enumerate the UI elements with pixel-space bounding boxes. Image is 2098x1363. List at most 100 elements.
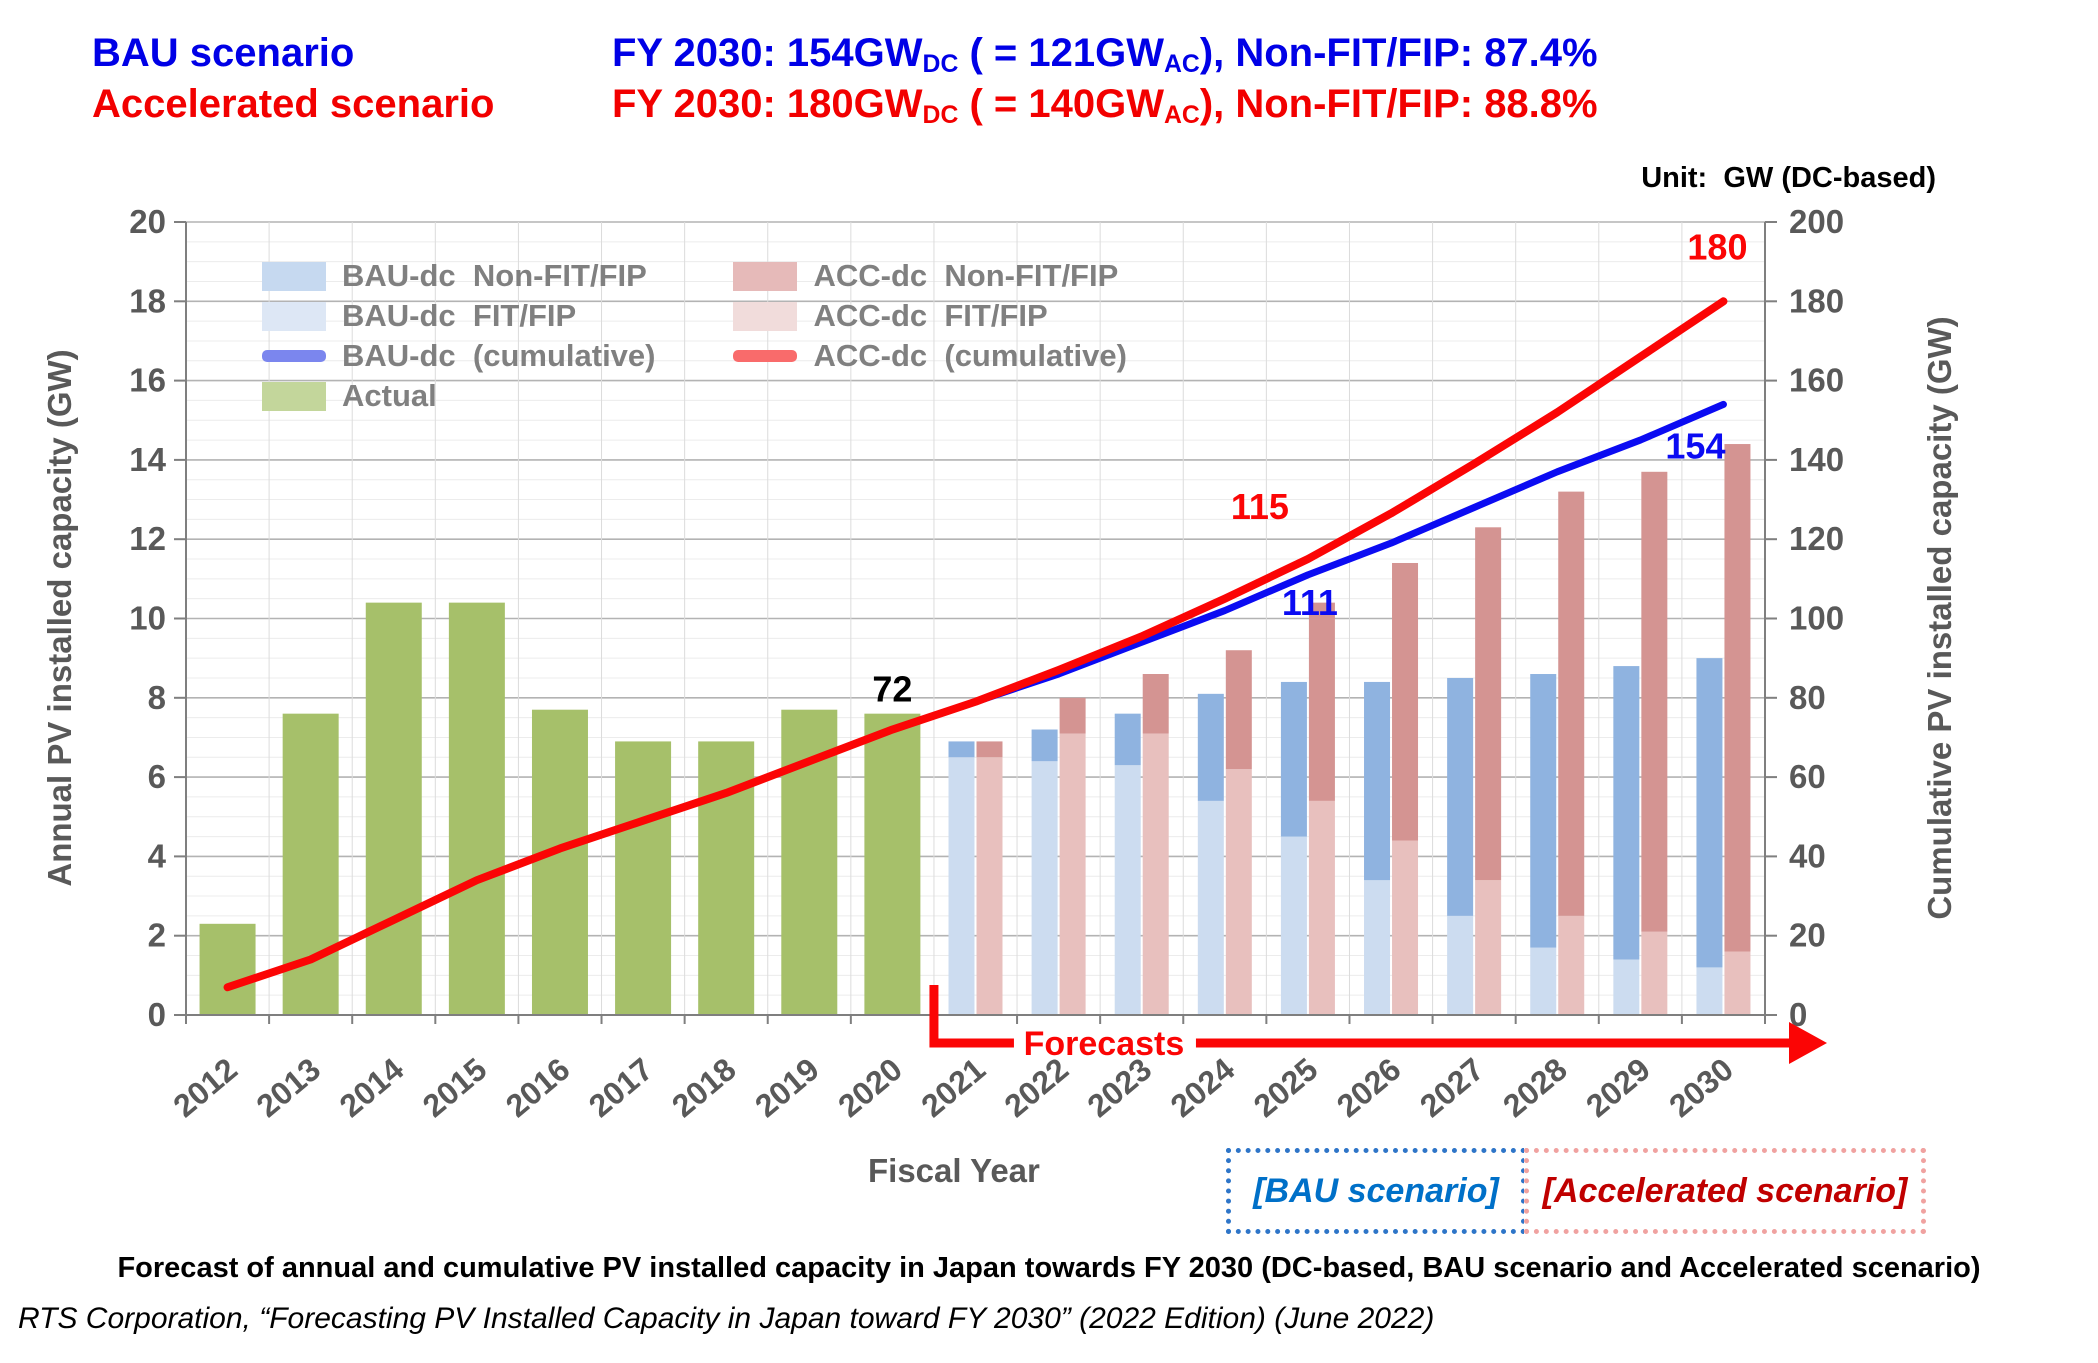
- legend-item: Actual: [262, 376, 655, 416]
- bar-acc-nonfit: [1308, 602, 1335, 801]
- bau-fy-text: FY 2030: 154GWDC ( = 121GWAC), Non-FIT/F…: [612, 31, 1598, 79]
- forecast-arrowhead: [1789, 1022, 1827, 1064]
- legend-item: BAU-dc FIT/FIP: [262, 296, 655, 336]
- right-tick-label: 140: [1789, 441, 1844, 478]
- x-year-label: 2025: [1247, 1051, 1325, 1124]
- legend-label: BAU-dc FIT/FIP: [342, 298, 577, 333]
- bar-bau-fit: [1530, 947, 1557, 1015]
- left-tick-label: 0: [148, 996, 166, 1033]
- line-acc-cumulative: [223, 297, 1728, 992]
- right-tick-label: 40: [1789, 837, 1826, 874]
- header-titles: BAU scenario FY 2030: 154GWDC ( = 121GWAC…: [92, 28, 1598, 130]
- x-year-label: 2012: [166, 1051, 244, 1124]
- forecast-bracket: [929, 985, 1014, 1048]
- annotation-115: 115: [1231, 486, 1289, 527]
- right-tick-label: 180: [1789, 282, 1844, 319]
- legend-item: BAU-dc Non-FIT/FIP: [262, 256, 655, 296]
- bar-acc-nonfit: [1225, 650, 1252, 770]
- chart-plot-area: 0246810121416182002040608010012014016018…: [129, 203, 1844, 1124]
- left-tick-label: 12: [129, 520, 166, 557]
- bar-bau-fit: [1613, 959, 1640, 1015]
- annotation-154: 154: [1665, 425, 1725, 466]
- x-year-label: 2026: [1330, 1051, 1408, 1124]
- bar-acc-fit: [1142, 733, 1169, 1015]
- right-tick-label: 160: [1789, 362, 1844, 399]
- left-tick-label: 6: [148, 758, 166, 795]
- x-year-label: 2013: [249, 1051, 327, 1124]
- x-year-label: 2015: [416, 1051, 494, 1124]
- legend-label: BAU-dc Non-FIT/FIP: [342, 258, 647, 293]
- x-year-label: 2028: [1496, 1051, 1574, 1124]
- bar-bau-nonfit: [1530, 674, 1557, 948]
- x-year-label: 2027: [1413, 1051, 1491, 1124]
- left-tick-label: 20: [129, 203, 166, 240]
- legend-item: BAU-dc (cumulative): [262, 336, 655, 376]
- bar-bau-nonfit: [1031, 729, 1058, 762]
- bar-acc-nonfit: [1724, 444, 1751, 952]
- bau-scenario-label: BAU scenario: [92, 31, 355, 75]
- figure-source: RTS Corporation, “Forecasting PV Install…: [18, 1302, 1435, 1335]
- legend-label: Actual: [342, 378, 437, 413]
- bar-acc-nonfit: [1641, 471, 1668, 932]
- right-tick-label: 0: [1789, 996, 1807, 1033]
- bar-bau-fit: [1447, 915, 1474, 1015]
- x-year-label: 2014: [333, 1051, 411, 1124]
- right-tick-label: 100: [1789, 600, 1844, 637]
- legend-swatch-box: [262, 261, 326, 291]
- left-tick-label: 4: [148, 837, 167, 874]
- bar-acc-fit: [1558, 915, 1585, 1015]
- bar-bau-nonfit: [1364, 681, 1391, 881]
- bar-bau-nonfit: [1447, 677, 1474, 916]
- bar-bau-nonfit: [1280, 681, 1307, 837]
- bar-acc-fit: [1225, 769, 1252, 1015]
- x-year-label: 2020: [831, 1051, 909, 1124]
- unit-label: Unit: GW (DC-based): [1641, 162, 1936, 194]
- right-tick-label: 80: [1789, 679, 1826, 716]
- acc-title-line: Accelerated scenario FY 2030: 180GWDC ( =…: [92, 79, 1598, 130]
- x-year-label: 2016: [499, 1051, 577, 1124]
- acc-scenario-label: Accelerated scenario: [92, 82, 495, 127]
- bar-actual: [448, 602, 505, 1015]
- legend-item: ACC-dc FIT/FIP: [733, 296, 1126, 336]
- bar-bau-fit: [948, 757, 975, 1015]
- bar-actual: [615, 741, 672, 1015]
- bar-actual: [864, 713, 921, 1015]
- legend-swatch-box: [262, 381, 326, 411]
- bar-actual: [199, 923, 256, 1015]
- legend-column-acc: ACC-dc Non-FIT/FIP ACC-dc FIT/FIP ACC-dc (…: [733, 256, 1127, 416]
- right-tick-label: 20: [1789, 917, 1826, 954]
- bar-bau-fit: [1031, 761, 1058, 1015]
- legend-swatch-line: [262, 350, 326, 362]
- bar-acc-fit: [1724, 951, 1751, 1015]
- left-tick-label: 2: [148, 917, 166, 954]
- bar-bau-nonfit: [1197, 693, 1224, 801]
- bar-actual: [531, 709, 588, 1015]
- accelerated-scenario-box: [Accelerated scenario]: [1524, 1148, 1926, 1234]
- bar-acc-fit: [1059, 733, 1086, 1015]
- bar-bau-fit: [1197, 800, 1224, 1015]
- right-tick-label: 120: [1789, 520, 1844, 557]
- legend-swatch-line: [733, 350, 798, 362]
- left-tick-label: 10: [129, 600, 166, 637]
- legend-swatch-box: [733, 261, 798, 291]
- bau-scenario-box: [BAU scenario]: [1226, 1148, 1526, 1234]
- legend-swatch-box: [733, 301, 798, 331]
- legend-column-bau: BAU-dc Non-FIT/FIP BAU-dc FIT/FIP BAU-dc (…: [262, 256, 655, 416]
- left-tick-label: 8: [148, 679, 166, 716]
- legend-label: ACC-dc Non-FIT/FIP: [813, 258, 1119, 293]
- legend-label: ACC-dc FIT/FIP: [813, 298, 1048, 333]
- x-axis-title: Fiscal Year: [868, 1152, 1040, 1189]
- bau-title-line: BAU scenario FY 2030: 154GWDC ( = 121GWAC…: [92, 28, 1598, 79]
- bar-acc-fit: [1392, 840, 1419, 1015]
- bar-acc-nonfit: [976, 741, 1003, 758]
- left-tick-label: 18: [129, 282, 166, 319]
- bar-acc-nonfit: [1475, 527, 1502, 881]
- bar-acc-fit: [976, 757, 1003, 1015]
- bar-bau-nonfit: [1114, 713, 1141, 766]
- annotation-72: 72: [872, 669, 912, 710]
- bar-bau-fit: [1114, 765, 1141, 1015]
- forecast-label: Forecasts: [1024, 1025, 1185, 1063]
- bar-acc-nonfit: [1392, 562, 1419, 841]
- acc-fy-text: FY 2030: 180GWDC ( = 140GWAC), Non-FIT/F…: [612, 82, 1598, 130]
